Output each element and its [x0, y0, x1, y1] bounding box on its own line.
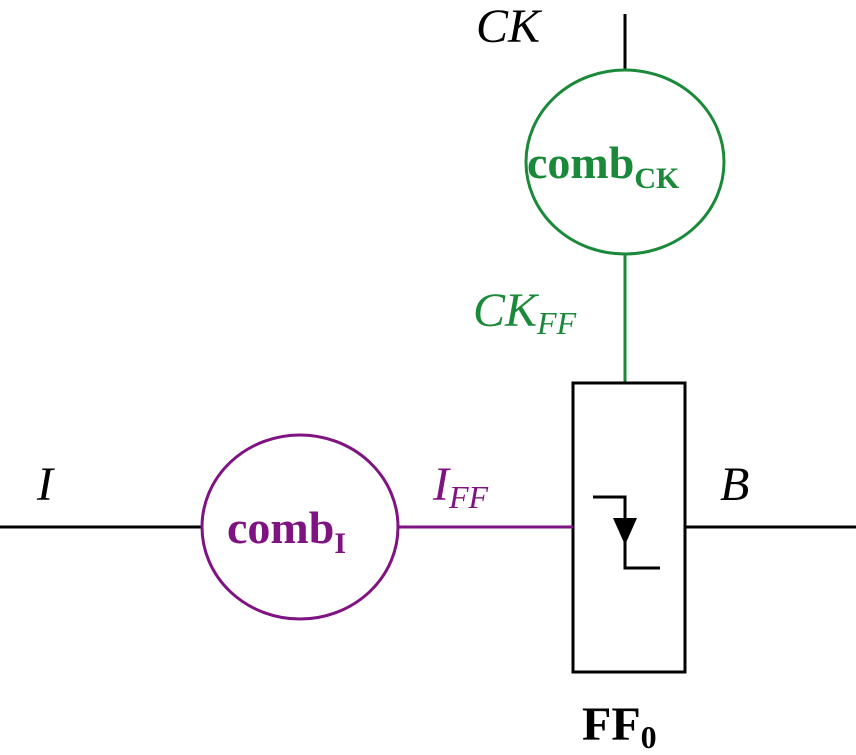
i-input-label: I [36, 458, 55, 511]
clock-edge-icon [593, 495, 660, 570]
comb-ck-label: combCK [527, 137, 680, 195]
i-ff-label-main: I [432, 458, 451, 511]
flip-flop-label: FF0 [582, 698, 657, 755]
ck-input-label: CK [476, 0, 543, 53]
b-output-label: B [720, 458, 749, 511]
comb-i-label: combI [227, 502, 346, 560]
comb-i-label-sub: I [334, 527, 346, 560]
flip-flop-label-main: FF [582, 698, 641, 751]
ck-ff-label-sub: FF [536, 305, 577, 341]
comb-i-label-main: comb [227, 502, 334, 553]
comb-ck-label-sub: CK [634, 162, 680, 195]
ck-ff-label: CKFF [473, 284, 577, 341]
flip-flop-label-sub: 0 [641, 719, 657, 755]
comb-ck-label-main: comb [527, 137, 634, 188]
i-ff-label: IFF [432, 458, 489, 515]
ck-ff-label-main: CK [473, 284, 540, 337]
i-ff-label-sub: FF [448, 479, 489, 515]
